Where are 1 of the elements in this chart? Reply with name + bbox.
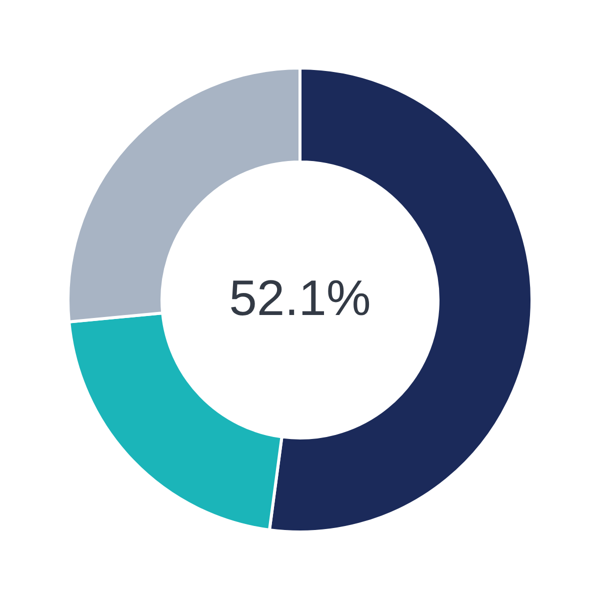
text: 52.1% bbox=[229, 270, 371, 326]
